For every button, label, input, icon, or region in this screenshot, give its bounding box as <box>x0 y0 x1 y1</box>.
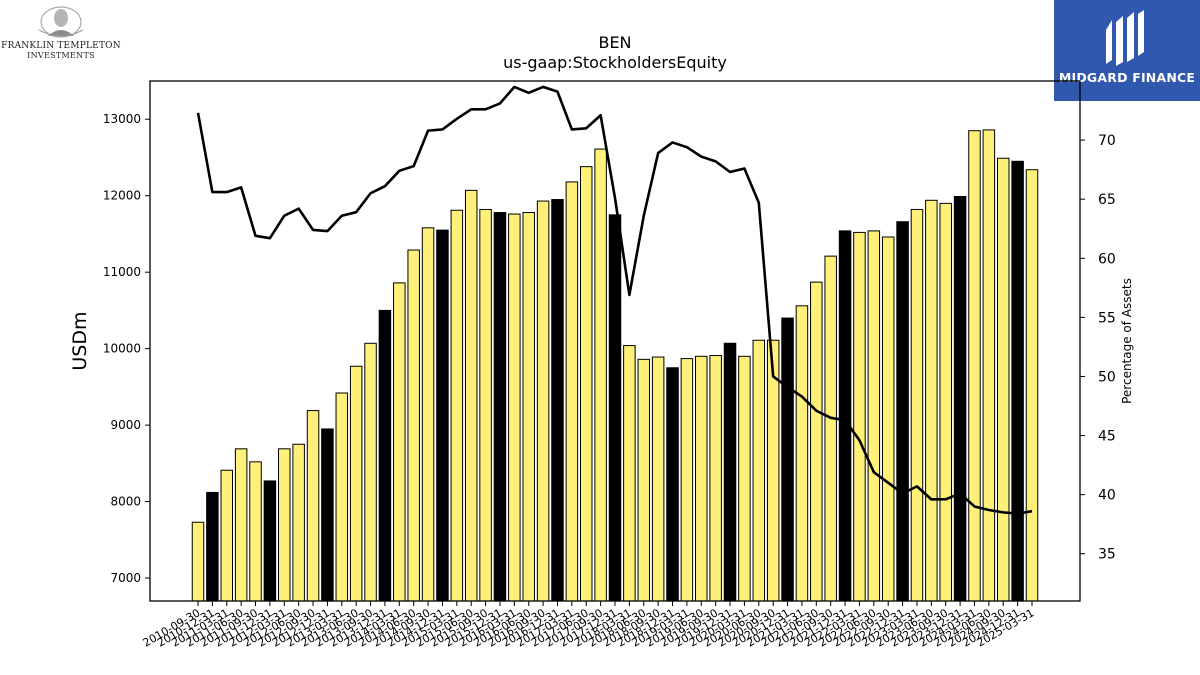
bar <box>925 199 938 602</box>
bar <box>508 213 521 602</box>
midgard-emblem-icon <box>1106 10 1144 66</box>
y2-tick-label: 65 <box>1098 192 1116 208</box>
bar <box>234 448 248 602</box>
bar <box>1011 160 1024 602</box>
chart-subtitle: us-gaap:StockholdersEquity <box>503 53 727 72</box>
x-axis: 2010-09-302010-12-312011-03-312011-06-30… <box>141 601 1037 650</box>
bar <box>249 461 262 602</box>
bar <box>349 365 363 602</box>
bar <box>637 358 651 602</box>
y-tick-label: 9000 <box>110 418 141 432</box>
bar <box>824 255 837 602</box>
y2-tick-label: 70 <box>1098 133 1116 149</box>
bar <box>393 282 406 602</box>
logo-right-text: MIDGARD FINANCE <box>1058 70 1196 85</box>
bar <box>723 342 737 602</box>
bar <box>421 227 435 602</box>
bar <box>738 355 751 602</box>
y-tick-label: 11000 <box>103 265 141 279</box>
bar <box>608 214 622 602</box>
bar <box>896 221 909 602</box>
bar <box>996 157 1010 602</box>
bar <box>493 212 507 602</box>
y2-tick-label: 35 <box>1098 547 1116 563</box>
bar <box>292 443 305 602</box>
bar <box>695 355 708 602</box>
bar <box>551 199 564 602</box>
bar <box>263 480 277 602</box>
bar <box>378 309 392 602</box>
y2-tick-label: 40 <box>1098 488 1116 504</box>
y-axis-right: 35 40 45 50 55 60 65 70 <box>1080 133 1116 563</box>
franklin-templeton-logo: FRANKLIN TEMPLETON INVESTMENTS <box>0 0 122 66</box>
bar <box>479 208 492 602</box>
bar <box>335 392 349 602</box>
bar <box>522 212 535 602</box>
bar <box>795 305 809 602</box>
bar-series <box>191 129 1039 602</box>
bar <box>278 448 291 602</box>
bar <box>910 208 924 602</box>
y2-tick-label: 45 <box>1098 429 1116 445</box>
bar <box>623 345 636 602</box>
bar <box>464 189 478 602</box>
bar <box>306 410 320 602</box>
chart-title: BEN <box>598 33 631 52</box>
logo-left-line1: FRANKLIN TEMPLETON <box>1 41 121 51</box>
bar <box>982 129 996 602</box>
y2-tick-label: 55 <box>1098 310 1116 326</box>
bar <box>651 356 665 602</box>
bar <box>939 202 952 602</box>
bar <box>709 355 722 602</box>
bar <box>579 166 593 602</box>
y-tick-label: 7000 <box>110 571 141 585</box>
bar <box>666 367 679 602</box>
franklin-portrait-icon <box>38 6 84 38</box>
midgard-finance-logo: MIDGARD FINANCE <box>1054 0 1200 101</box>
bar <box>321 428 334 602</box>
bar <box>752 339 766 602</box>
logo-left-line2: INVESTMENTS <box>27 51 95 60</box>
bar <box>206 491 219 602</box>
y2-tick-label: 50 <box>1098 369 1116 385</box>
bar <box>838 230 852 602</box>
bar <box>680 358 694 602</box>
bar <box>364 342 377 602</box>
bar <box>565 181 579 602</box>
bar <box>867 230 881 602</box>
y2-tick-label: 60 <box>1098 251 1116 267</box>
y-tick-label: 13000 <box>103 112 141 126</box>
y-axis-label: USDm <box>69 311 91 370</box>
bar <box>781 317 794 602</box>
bar <box>968 130 981 602</box>
percentage-line <box>196 85 1033 515</box>
bar <box>594 148 607 602</box>
bar <box>450 209 464 602</box>
bar <box>853 231 866 602</box>
y-tick-label: 8000 <box>110 495 141 509</box>
bar <box>881 236 895 602</box>
bar <box>436 229 449 602</box>
bar <box>536 200 550 602</box>
bar <box>220 469 234 602</box>
bar <box>953 195 967 602</box>
bar <box>810 281 823 602</box>
y2-axis-label: Percentage of Assets <box>1120 278 1134 404</box>
y-tick-label: 12000 <box>103 189 141 203</box>
y-axis-left: 7000 8000 9000 10000 11000 12000 13000 <box>103 112 150 585</box>
bar <box>1025 169 1039 602</box>
bar <box>407 249 420 602</box>
y-tick-label: 10000 <box>103 342 141 356</box>
bar <box>191 521 205 602</box>
